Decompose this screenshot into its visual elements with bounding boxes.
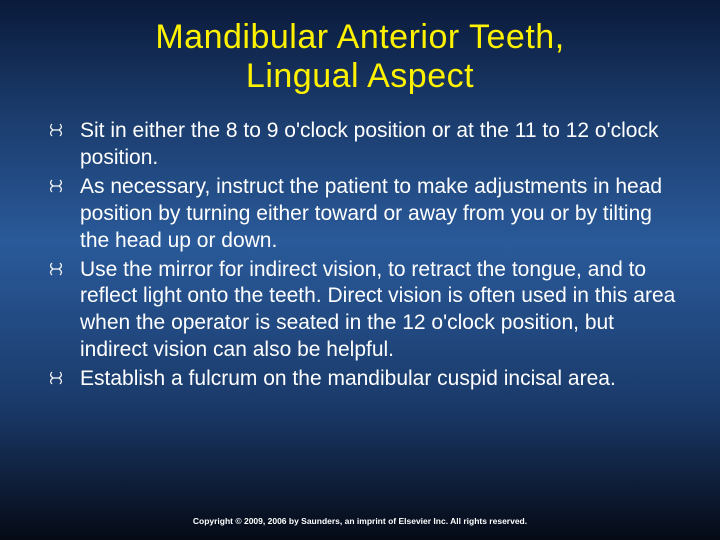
bullet-icon	[48, 178, 70, 194]
list-item: Sit in either the 8 to 9 o'clock positio…	[48, 118, 680, 172]
slide: Mandibular Anterior Teeth, Lingual Aspec…	[0, 0, 720, 540]
list-item: Use the mirror for indirect vision, to r…	[48, 257, 680, 365]
bullet-icon	[48, 122, 70, 138]
list-item: Establish a fulcrum on the mandibular cu…	[48, 366, 680, 393]
list-item: As necessary, instruct the patient to ma…	[48, 174, 680, 255]
bullet-text: As necessary, instruct the patient to ma…	[80, 174, 680, 255]
slide-title: Mandibular Anterior Teeth, Lingual Aspec…	[40, 18, 680, 96]
copyright-text: Copyright © 2009, 2006 by Saunders, an i…	[0, 516, 720, 526]
bullet-text: Establish a fulcrum on the mandibular cu…	[80, 366, 680, 393]
title-line-1: Mandibular Anterior Teeth,	[155, 18, 564, 56]
bullet-text: Use the mirror for indirect vision, to r…	[80, 257, 680, 365]
bullet-icon	[48, 370, 70, 386]
bullet-icon	[48, 261, 70, 277]
bullet-text: Sit in either the 8 to 9 o'clock positio…	[80, 118, 680, 172]
title-line-2: Lingual Aspect	[246, 57, 474, 95]
bullet-list: Sit in either the 8 to 9 o'clock positio…	[40, 118, 680, 393]
